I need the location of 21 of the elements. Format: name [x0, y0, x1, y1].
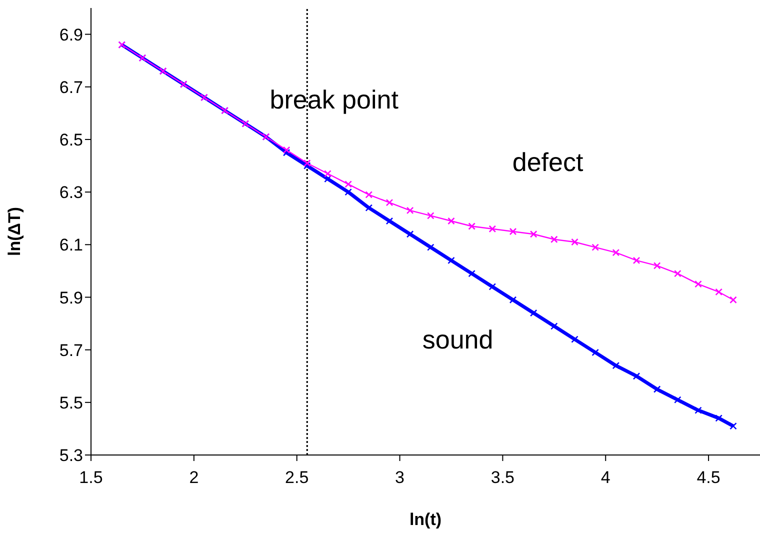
series-label: sound — [422, 324, 494, 355]
y-tick-label: 5.9 — [59, 288, 83, 308]
y-tick-label: 5.3 — [59, 446, 83, 466]
x-tick-label: 3 — [395, 468, 405, 488]
x-tick-label: 2 — [189, 468, 199, 488]
series-label: defect — [512, 146, 584, 177]
ref-line-label: break point — [270, 84, 400, 114]
y-tick-label: 6.3 — [59, 183, 83, 202]
x-axis-title: ln(t) — [409, 510, 442, 529]
y-tick-label: 5.7 — [59, 340, 83, 360]
x-tick-label: 3.5 — [490, 468, 515, 488]
y-tick-label: 6.5 — [59, 130, 83, 150]
x-tick-label: 1.5 — [79, 468, 103, 488]
y-tick-label: 6.7 — [59, 78, 83, 97]
y-axis-title: ln(ΔT) — [5, 206, 24, 256]
y-tick-label: 6.1 — [59, 236, 83, 255]
x-tick-label: 2.5 — [285, 468, 309, 488]
y-tick-label: 6.9 — [59, 25, 83, 44]
y-tick-label: 5.5 — [59, 393, 83, 412]
x-tick-label: 4 — [600, 468, 610, 488]
x-tick-label: 4.5 — [696, 468, 720, 488]
